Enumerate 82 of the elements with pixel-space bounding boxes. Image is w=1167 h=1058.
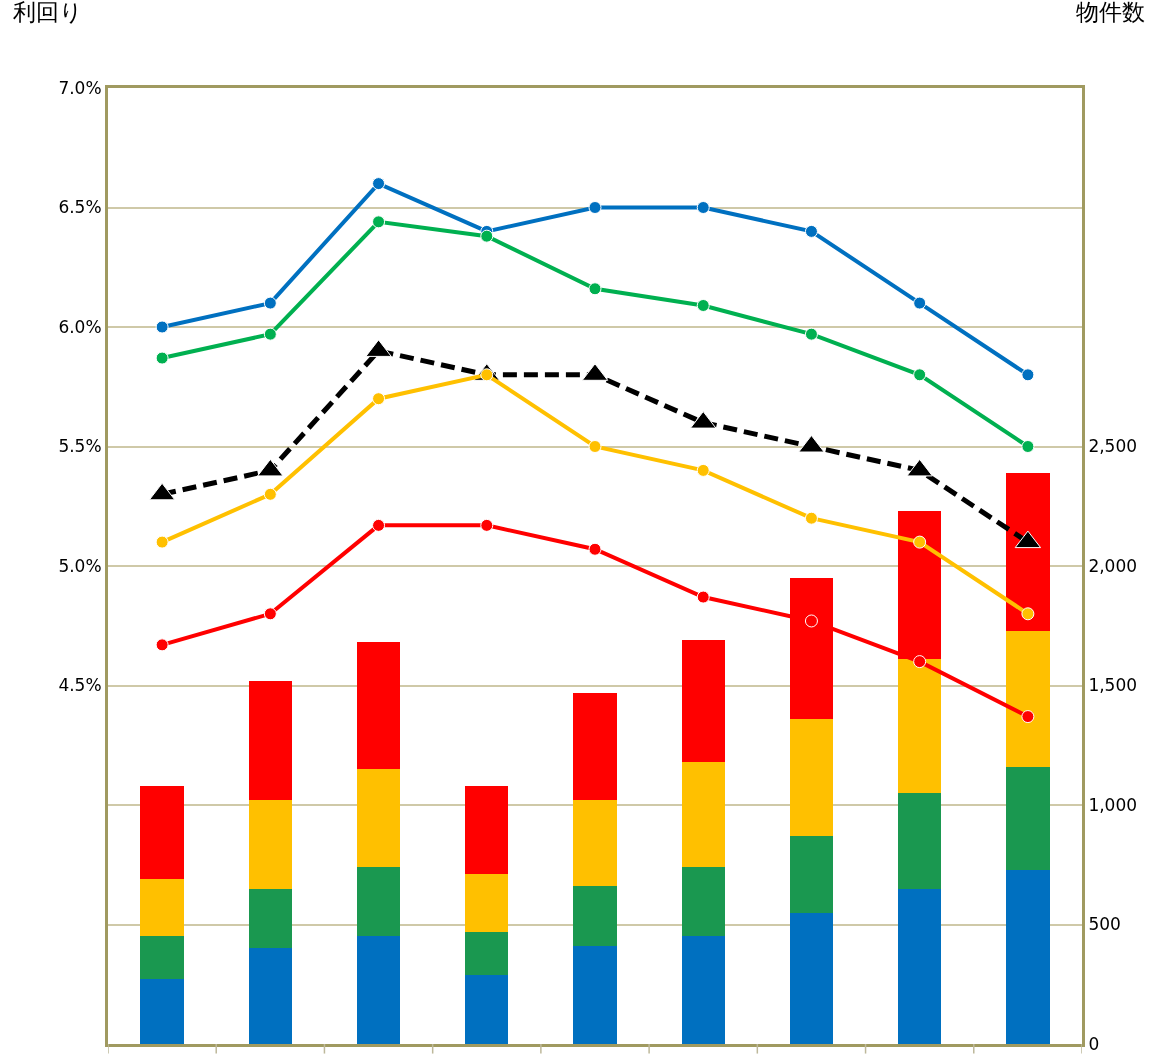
bar (140, 879, 184, 937)
bar (356, 936, 401, 1044)
bar (898, 659, 942, 794)
point (263, 327, 277, 341)
point (804, 614, 818, 628)
point (804, 511, 818, 525)
point (696, 590, 710, 604)
bar (140, 936, 184, 980)
bar (681, 640, 725, 762)
point (1021, 368, 1035, 382)
bar (681, 761, 725, 868)
bar (681, 867, 725, 937)
bar (248, 888, 292, 949)
bar (789, 718, 834, 837)
point (588, 440, 602, 453)
bar (898, 793, 942, 889)
point (1021, 710, 1035, 724)
point (155, 638, 169, 652)
y2-tick-label: 0 (1088, 1033, 1100, 1054)
point (372, 215, 386, 229)
point (913, 655, 927, 669)
point (155, 535, 169, 549)
bar (465, 974, 509, 1044)
point (588, 542, 602, 556)
bar (1006, 869, 1050, 1044)
point (372, 392, 386, 406)
bar (681, 936, 725, 1044)
point (263, 607, 277, 621)
bar (248, 948, 292, 1044)
point (372, 177, 386, 191)
point (263, 487, 277, 501)
bar (248, 680, 292, 801)
bar (248, 800, 292, 889)
point (804, 327, 818, 341)
bar (789, 836, 834, 913)
bar (1006, 472, 1050, 631)
point (696, 298, 710, 312)
y-tick-label: 5.0% (58, 555, 102, 576)
y-axis-title: 利回り (13, 0, 83, 25)
y2-tick-label: 500 (1088, 914, 1121, 935)
y2-tick-label: 1,000 (1088, 794, 1138, 815)
bar (465, 785, 509, 875)
y2-tick-label: 2,000 (1088, 555, 1138, 576)
point (913, 368, 927, 382)
bar (789, 912, 834, 1044)
point (155, 320, 169, 334)
y-tick-label: 6.0% (58, 316, 102, 337)
y-tick-label: 4.5% (58, 675, 102, 696)
y-tick-label: 6.5% (58, 197, 102, 218)
bar (573, 946, 617, 1044)
point (155, 351, 169, 365)
bar (573, 692, 617, 801)
point (696, 201, 710, 214)
point (263, 296, 277, 310)
point (696, 463, 710, 477)
point (913, 535, 927, 549)
bar (140, 785, 184, 880)
bar (356, 642, 401, 770)
y2-tick-label: 1,500 (1088, 675, 1138, 696)
bar (465, 874, 509, 932)
point (480, 229, 494, 243)
bar (356, 867, 401, 937)
point (480, 518, 494, 532)
point (913, 296, 927, 310)
point (804, 224, 818, 238)
point (588, 201, 602, 214)
bar (573, 800, 617, 887)
bar (1006, 766, 1050, 870)
y-tick-label: 7.0% (58, 77, 102, 98)
y2-axis-title: 物件数 (1076, 0, 1145, 25)
point (1021, 440, 1035, 453)
point (372, 518, 386, 532)
bar (573, 886, 617, 947)
bar (1006, 630, 1050, 767)
y-tick-label: 5.5% (58, 436, 102, 457)
bar (356, 769, 401, 868)
y2-tick-label: 2,500 (1088, 436, 1138, 457)
bar (140, 979, 184, 1044)
bar (465, 931, 509, 975)
point (588, 282, 602, 296)
bar (898, 888, 942, 1044)
point (1021, 607, 1035, 621)
